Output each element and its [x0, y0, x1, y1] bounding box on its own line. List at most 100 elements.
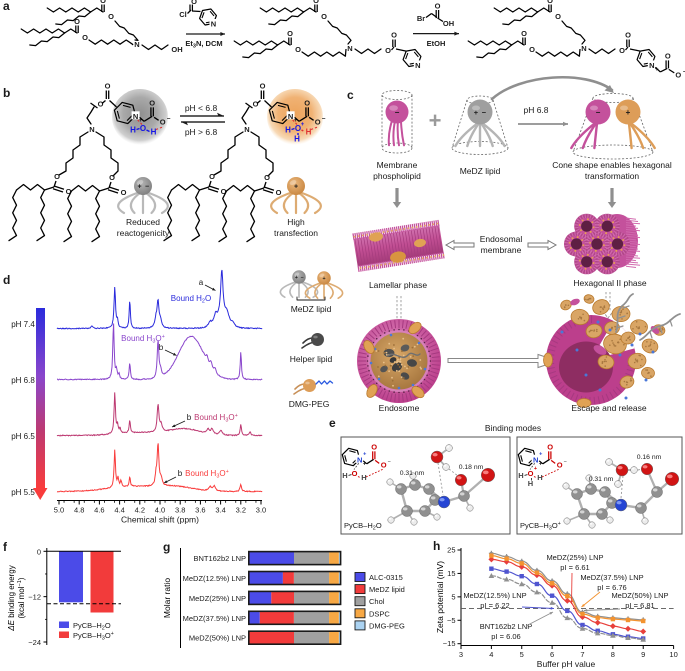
svg-text:H: H	[518, 471, 523, 480]
svg-text:−: −	[395, 108, 400, 117]
svg-text:−: −	[167, 115, 171, 122]
svg-text:b: b	[3, 86, 10, 100]
svg-text:O: O	[352, 469, 358, 478]
svg-text:O: O	[98, 100, 104, 109]
svg-text:O: O	[381, 460, 387, 469]
svg-text:10: 10	[669, 650, 677, 659]
svg-text:a: a	[3, 0, 10, 13]
svg-text:N: N	[89, 125, 94, 134]
svg-text:O: O	[66, 187, 72, 196]
svg-text:N: N	[533, 455, 538, 464]
svg-text:O: O	[625, 31, 631, 40]
svg-text:0.18 nm: 0.18 nm	[459, 464, 484, 471]
svg-text:7: 7	[580, 650, 584, 659]
svg-text:MeDZ(12.5%) LNP: MeDZ(12.5%) LNP	[183, 574, 246, 583]
svg-text:+: +	[322, 276, 325, 282]
svg-text:−15: −15	[443, 639, 456, 648]
svg-text:+: +	[294, 118, 298, 124]
svg-text:Br: Br	[417, 14, 425, 23]
svg-text:pH 6.8: pH 6.8	[523, 105, 548, 115]
svg-text:4.4: 4.4	[114, 506, 124, 515]
svg-text:N: N	[649, 61, 654, 70]
svg-text:O: O	[435, 2, 441, 11]
svg-text:0.31 nm: 0.31 nm	[400, 470, 425, 477]
svg-text:Bound H2O: Bound H2O	[171, 294, 211, 305]
svg-text:N: N	[211, 20, 216, 29]
svg-text:+: +	[429, 108, 442, 133]
svg-text:OH: OH	[443, 19, 454, 28]
svg-text:MeDZ(50%) LNP: MeDZ(50%) LNP	[611, 591, 668, 600]
svg-text:H: H	[294, 135, 300, 144]
svg-text:N: N	[357, 455, 362, 464]
svg-text:PyCB–H2O: PyCB–H2O	[73, 621, 111, 632]
svg-text:−: −	[564, 459, 567, 465]
svg-text:+: +	[294, 184, 298, 191]
svg-text:ALC-0315: ALC-0315	[369, 573, 403, 582]
svg-text:Chol: Chol	[369, 597, 385, 606]
svg-text:N: N	[288, 112, 293, 121]
svg-text:H: H	[306, 128, 312, 137]
svg-text:OH: OH	[171, 45, 182, 54]
svg-text:O: O	[385, 46, 391, 55]
svg-text:Membrane: Membrane	[377, 160, 418, 170]
svg-text:O: O	[304, 98, 310, 107]
svg-text:DMG-PEG: DMG-PEG	[369, 621, 405, 630]
svg-text:O: O	[619, 46, 625, 55]
svg-text:Cone shape enables hexagonal: Cone shape enables hexagonal	[552, 160, 672, 170]
svg-text:+: +	[655, 67, 659, 73]
svg-text:+: +	[363, 461, 367, 467]
svg-text:3.2: 3.2	[236, 506, 246, 515]
svg-text:pH 5.5: pH 5.5	[11, 488, 35, 497]
svg-text:H: H	[537, 473, 542, 482]
svg-text:4.8: 4.8	[74, 506, 84, 515]
svg-text:e: e	[329, 416, 336, 430]
svg-text:O: O	[109, 173, 115, 182]
svg-text:25: 25	[447, 546, 455, 555]
svg-text:0.16 nm: 0.16 nm	[637, 454, 662, 461]
svg-text:MeDZ(25%) LNP: MeDZ(25%) LNP	[189, 594, 246, 603]
svg-text:O: O	[391, 31, 397, 40]
svg-text:pI = 6.76: pI = 6.76	[597, 583, 626, 592]
svg-text:O: O	[675, 70, 681, 79]
svg-text:transfection: transfection	[274, 228, 318, 238]
svg-text:Bound H3O+: Bound H3O+	[185, 469, 229, 480]
svg-text:O: O	[321, 12, 327, 21]
svg-text:pH 6.5: pH 6.5	[11, 432, 35, 441]
svg-text:membrane: membrane	[481, 245, 522, 255]
svg-text:−: −	[322, 115, 326, 122]
svg-text:3: 3	[459, 650, 463, 659]
svg-text:H: H	[342, 471, 347, 480]
svg-text:O: O	[665, 51, 671, 60]
svg-text:−: −	[683, 68, 685, 75]
svg-text:MeDZ lipid: MeDZ lipid	[291, 304, 332, 314]
svg-text:d: d	[3, 273, 10, 287]
svg-text:O: O	[209, 172, 215, 181]
svg-text:Buffer pH value: Buffer pH value	[537, 659, 596, 669]
svg-text:O: O	[260, 82, 266, 91]
svg-text:9: 9	[641, 650, 645, 659]
svg-text:g: g	[163, 540, 170, 554]
svg-text:pI = 6.61: pI = 6.61	[560, 563, 589, 572]
svg-text:3.6: 3.6	[195, 506, 205, 515]
svg-text:N: N	[347, 44, 352, 53]
svg-text:3.0: 3.0	[256, 506, 266, 515]
svg-text:Bound H3O+: Bound H3O+	[194, 413, 238, 424]
svg-text:O: O	[121, 188, 127, 197]
svg-text:Et3N, DCM: Et3N, DCM	[185, 39, 222, 50]
svg-text:+: +	[139, 118, 143, 124]
svg-text:N: N	[133, 112, 138, 121]
svg-text:8: 8	[611, 650, 615, 659]
svg-text:Zeta potential (mV): Zeta potential (mV)	[435, 561, 445, 633]
svg-text:O: O	[264, 173, 270, 182]
svg-text:O: O	[54, 172, 60, 181]
svg-text:H: H	[528, 479, 533, 488]
svg-text:MeDZ(37.5%) LNP: MeDZ(37.5%) LNP	[580, 573, 643, 582]
svg-text:b: b	[159, 343, 164, 352]
svg-text:pI = 6.06: pI = 6.06	[491, 632, 520, 641]
svg-text:O: O	[160, 117, 166, 126]
svg-text:b: b	[187, 413, 192, 422]
svg-text:MeDZ lipid: MeDZ lipid	[460, 166, 501, 176]
svg-text:+: +	[626, 108, 631, 117]
svg-text:+: +	[363, 451, 366, 457]
svg-text:MeDZ lipid: MeDZ lipid	[369, 585, 405, 594]
